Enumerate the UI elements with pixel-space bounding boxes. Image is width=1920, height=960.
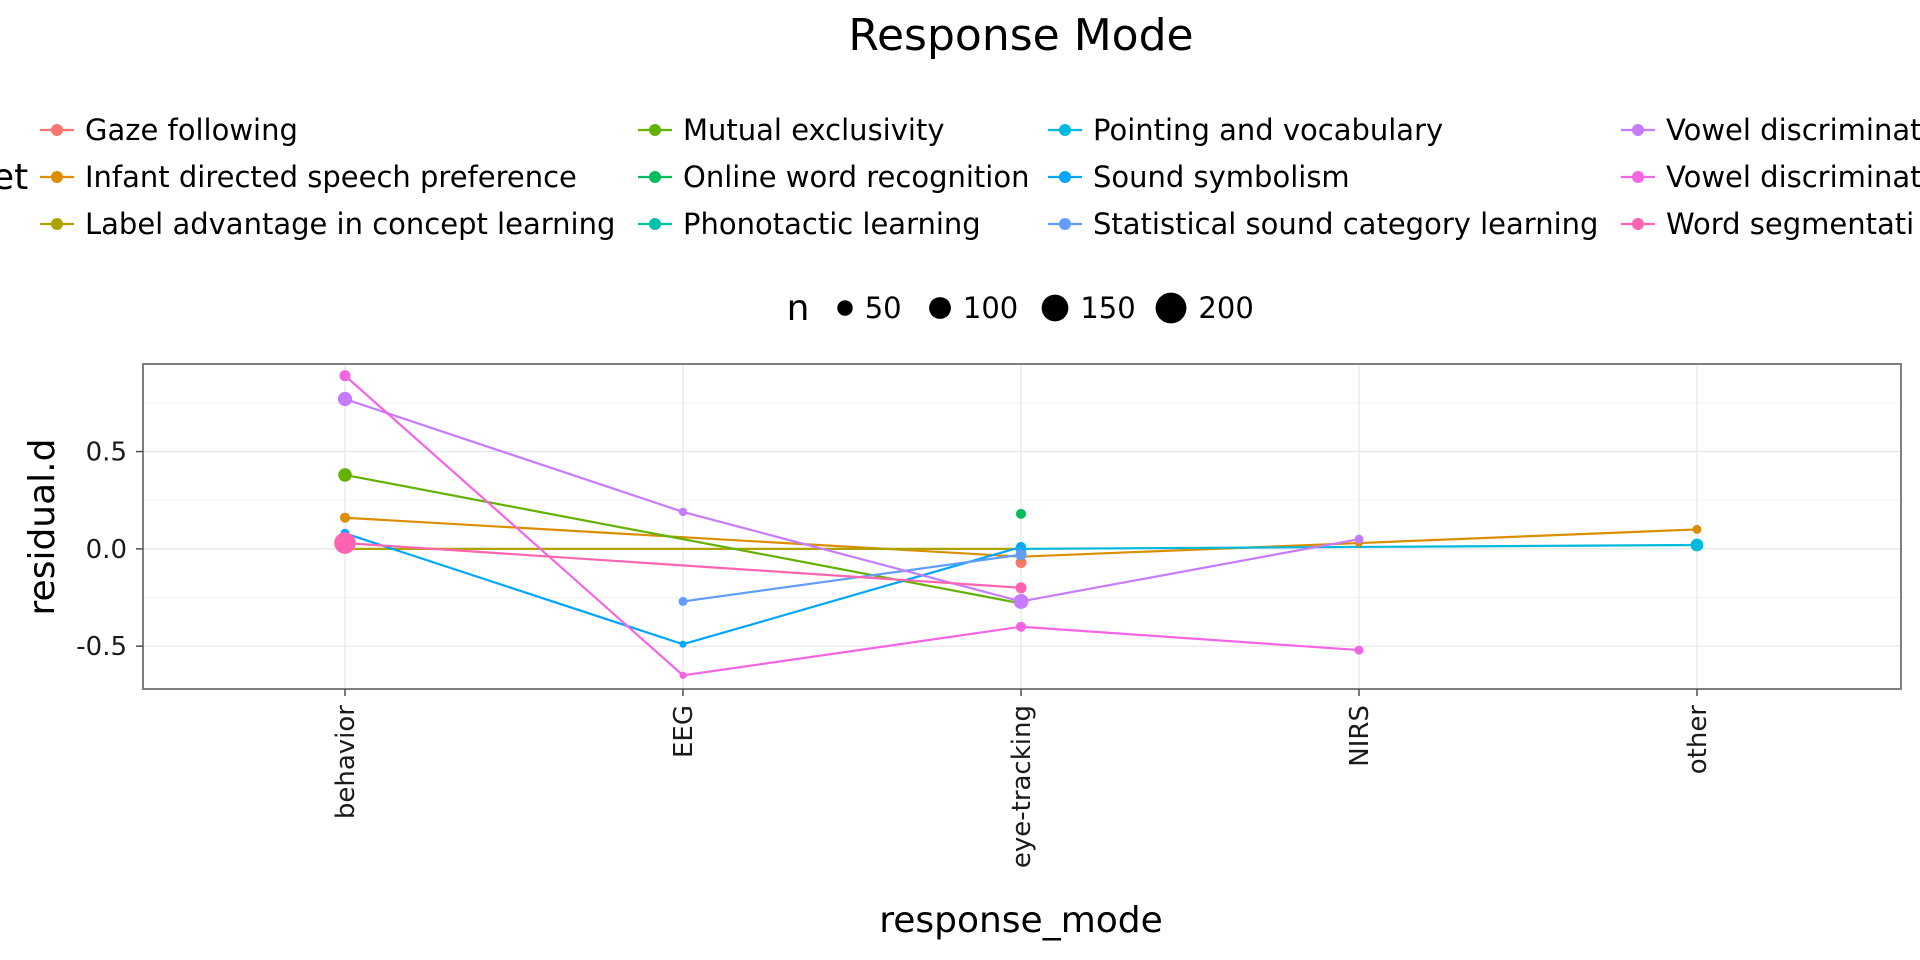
size-legend-item: 200	[1155, 291, 1254, 325]
legend-label: Pointing and vocabulary	[1093, 113, 1443, 147]
legend-item: Mutual exclusivity	[638, 113, 944, 147]
legend-item: Gaze following	[40, 113, 298, 147]
legend-label: Phonotactic learning	[683, 207, 981, 241]
x-tick-label: eye-tracking	[1007, 705, 1037, 868]
legend-label: Gaze following	[85, 113, 298, 147]
legend-item: Vowel discriminat	[1621, 160, 1920, 194]
legend-swatch-point	[51, 218, 63, 230]
data-point	[339, 370, 351, 382]
legend-item: Statistical sound category learning	[1048, 207, 1598, 241]
data-point	[1015, 621, 1027, 632]
legend-item: Infant directed speech preference	[40, 160, 577, 194]
legend-label: Vowel discriminat	[1666, 160, 1920, 194]
size-legend-swatch	[1041, 294, 1069, 322]
x-tick-label: EEG	[669, 705, 699, 758]
data-point	[1690, 538, 1704, 552]
size-legend: 50 100 150 200	[837, 291, 1254, 325]
legend-swatch-point	[1632, 171, 1644, 183]
legend-item: Pointing and vocabulary	[1048, 113, 1443, 147]
legend-swatch-point	[1632, 218, 1644, 230]
legend-swatch-point	[649, 218, 661, 230]
data-point	[678, 596, 688, 606]
data-point	[334, 532, 356, 554]
series-line	[344, 397, 1360, 603]
data-point	[1354, 645, 1364, 655]
legend-item: Word segmentati	[1621, 207, 1914, 241]
size-legend-label: 100	[963, 291, 1018, 325]
data-point	[679, 671, 687, 679]
x-axis: behavior EEG eye-tracking NIRS other	[331, 689, 1713, 868]
legend-swatch-point	[51, 124, 63, 136]
y-tick-label: 0.0	[86, 535, 127, 565]
size-legend-item: 150	[1041, 291, 1136, 325]
series-line	[344, 516, 1698, 558]
legend-label: Infant directed speech preference	[85, 160, 577, 194]
legend-label: Statistical sound category learning	[1093, 207, 1598, 241]
legend-label: Label advantage in concept learning	[85, 207, 615, 241]
series-line	[682, 553, 1022, 603]
legend-swatch-point	[649, 124, 661, 136]
data-point	[1013, 593, 1029, 609]
data-point	[679, 640, 687, 648]
legend-item: Phonotactic learning	[638, 207, 981, 241]
legend-swatch-point	[51, 171, 63, 183]
series-line	[344, 473, 1022, 605]
x-axis-title: response_mode	[879, 900, 1163, 941]
legend-label: Word segmentati	[1666, 207, 1914, 241]
y-tick-label: -0.5	[76, 632, 127, 662]
x-tick-label: other	[1683, 705, 1713, 775]
data-point	[337, 391, 353, 407]
data-point	[1015, 508, 1027, 519]
legend-swatch-point	[649, 171, 661, 183]
legend-item: Vowel discriminat	[1621, 113, 1920, 147]
legend-label: Mutual exclusivity	[683, 113, 944, 147]
color-legend-title: et	[0, 157, 28, 198]
legend-swatch-point	[1059, 171, 1071, 183]
data-point	[678, 507, 688, 517]
legend-label: Vowel discriminat	[1666, 113, 1920, 147]
x-tick-label: behavior	[331, 705, 361, 819]
legend-label: Online word recognition	[683, 160, 1029, 194]
data-point	[1354, 534, 1364, 544]
color-legend: Gaze following Infant directed speech pre…	[40, 113, 1920, 241]
legend-item: Label advantage in concept learning	[40, 207, 615, 241]
size-legend-item: 100	[929, 291, 1018, 325]
data-point	[1015, 549, 1027, 561]
size-legend-label: 200	[1198, 291, 1253, 325]
series-line	[344, 541, 1022, 589]
size-legend-swatch	[929, 297, 951, 319]
legend-swatch-point	[1059, 218, 1071, 230]
legend-item: Online word recognition	[638, 160, 1029, 194]
size-legend-swatch	[1155, 292, 1187, 324]
plot-panel	[143, 364, 1901, 689]
series-points	[334, 370, 1704, 679]
chart-title: Response Mode	[848, 10, 1193, 61]
data-point	[1692, 524, 1702, 534]
y-axis-title: residual.d	[22, 439, 63, 616]
x-tick-label: NIRS	[1345, 705, 1375, 767]
legend-swatch-point	[1632, 124, 1644, 136]
y-axis: 0.5 0.0 -0.5	[76, 438, 143, 662]
series-line	[344, 374, 1360, 677]
plot-border	[142, 363, 1902, 690]
legend-item: Sound symbolism	[1048, 160, 1350, 194]
legend-swatch-point	[1059, 124, 1071, 136]
data-point	[339, 512, 351, 523]
size-legend-label: 150	[1080, 291, 1135, 325]
size-legend-label: 50	[865, 291, 902, 325]
data-point	[1015, 582, 1027, 594]
size-legend-title: n	[787, 288, 810, 329]
y-tick-label: 0.5	[86, 438, 127, 468]
legend-label: Sound symbolism	[1093, 160, 1350, 194]
data-point	[1016, 542, 1026, 552]
size-legend-item: 50	[837, 291, 902, 325]
size-legend-swatch	[837, 300, 853, 316]
data-point	[338, 468, 352, 482]
